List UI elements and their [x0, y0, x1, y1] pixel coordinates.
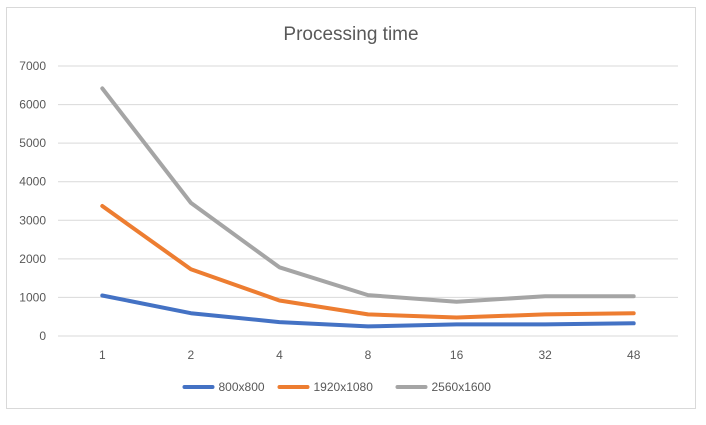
legend: 800x800 1920x1080 2560x1600: [182, 380, 492, 394]
x-tick-label: 8: [365, 348, 372, 362]
legend-label: 800x800: [219, 380, 265, 394]
series-line-2560x1600: [100, 86, 636, 304]
x-tick-label: 16: [450, 348, 464, 362]
x-tick-label: 2: [188, 348, 195, 362]
y-tick-label: 1000: [19, 290, 46, 304]
series-line-1920x1080: [100, 204, 636, 320]
y-tick-label: 0: [39, 329, 46, 343]
y-tick-label: 2000: [19, 252, 46, 266]
y-tick-label: 6000: [19, 98, 46, 112]
chart-area: [6, 7, 696, 409]
chart-title: Processing time: [283, 24, 418, 45]
legend-label: 1920x1080: [314, 380, 374, 394]
y-tick-label: 7000: [19, 59, 46, 73]
y-tick-label: 5000: [19, 136, 46, 150]
y-tick-label: 3000: [19, 213, 46, 227]
x-tick-label: 4: [276, 348, 283, 362]
series-line-800x800: [100, 293, 636, 329]
x-tick-label: 1: [99, 348, 106, 362]
x-axis: 1 2 4 8 16 32 48: [99, 348, 641, 362]
legend-label: 2560x1600: [432, 380, 492, 394]
x-tick-label: 48: [627, 348, 641, 362]
y-axis: 0 1000 2000 3000 4000 5000 6000 7000: [19, 59, 46, 343]
series-lines: [100, 86, 636, 329]
y-tick-label: 4000: [19, 175, 46, 189]
x-tick-label: 32: [538, 348, 552, 362]
